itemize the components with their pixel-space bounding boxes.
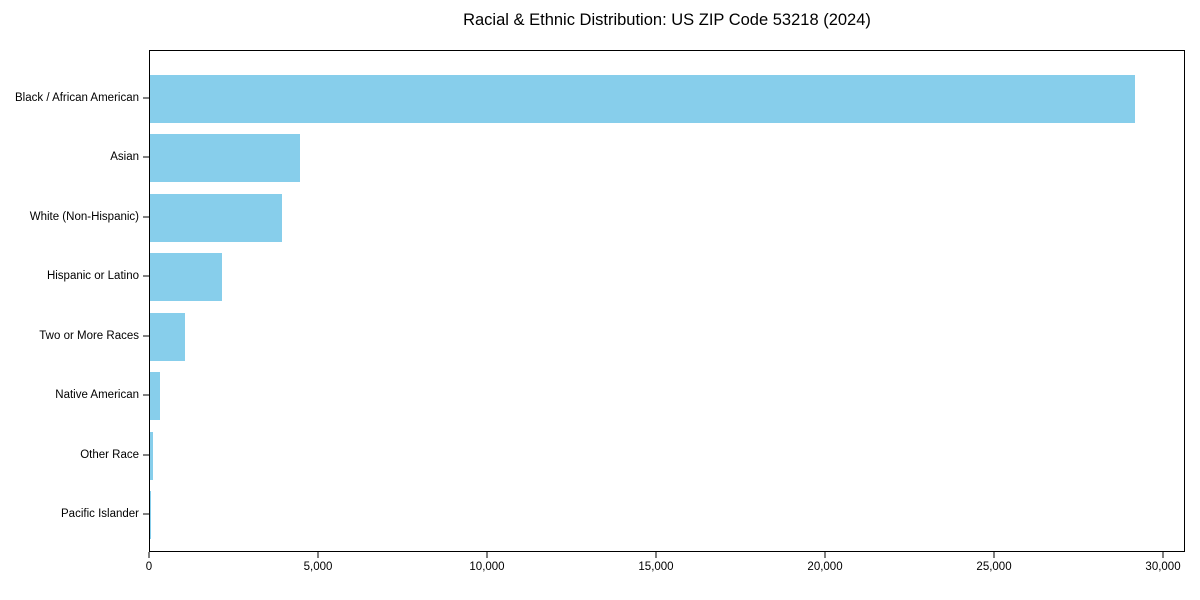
- x-tick-label: 0: [145, 561, 153, 573]
- bar-row: [150, 188, 1184, 248]
- y-tick-label: Hispanic or Latino: [46, 270, 139, 283]
- bar-row: [150, 367, 1184, 427]
- y-tick-mark: [143, 513, 149, 515]
- bar-pacific-islander: [150, 491, 151, 540]
- bar-white-non-hispanic: [150, 193, 282, 242]
- bar-hispanic-or-latino: [150, 253, 222, 302]
- y-tick-mark: [143, 394, 149, 396]
- y-tick-mark: [143, 97, 149, 99]
- y-tick-label: Black / African American: [15, 91, 139, 104]
- y-tick-label: Pacific Islander: [61, 508, 139, 521]
- bar-two-or-more-races: [150, 312, 186, 361]
- bar-row: [150, 248, 1184, 308]
- x-tick-label: 5,000: [303, 561, 333, 573]
- x-tick-mark: [1162, 552, 1164, 558]
- y-tick-mark: [143, 216, 149, 218]
- y-tick-mark: [143, 156, 149, 158]
- chart-title: Racial & Ethnic Distribution: US ZIP Cod…: [463, 11, 871, 29]
- y-tick-mark: [143, 335, 149, 337]
- bar-native-american: [150, 372, 161, 421]
- x-tick-mark: [993, 552, 995, 558]
- bar-row: [150, 426, 1184, 486]
- y-tick-mark: [143, 275, 149, 277]
- x-tick-mark: [148, 552, 150, 558]
- bars-container: [150, 69, 1184, 545]
- x-tick-mark: [655, 552, 657, 558]
- bar-row: [150, 69, 1184, 129]
- x-tick-mark: [317, 552, 319, 558]
- y-tick-label: White (Non-Hispanic): [29, 210, 139, 223]
- x-tick-mark: [486, 552, 488, 558]
- plot-area: [149, 50, 1185, 552]
- bar-black-african-american: [150, 74, 1136, 123]
- bar-other-race: [150, 431, 154, 480]
- y-tick-label: Native American: [55, 389, 139, 402]
- bar-row: [150, 129, 1184, 189]
- bar-row: [150, 486, 1184, 546]
- y-tick-label: Asian: [110, 151, 139, 164]
- y-tick-label: Other Race: [80, 448, 139, 461]
- bar-asian: [150, 134, 301, 183]
- x-tick-label: 25,000: [976, 561, 1012, 573]
- bar-row: [150, 307, 1184, 367]
- x-tick-label: 10,000: [469, 561, 505, 573]
- y-tick-label: Two or More Races: [39, 329, 139, 342]
- y-tick-mark: [143, 454, 149, 456]
- x-tick-mark: [824, 552, 826, 558]
- x-tick-label: 20,000: [807, 561, 843, 573]
- x-tick-label: 15,000: [638, 561, 674, 573]
- x-tick-label: 30,000: [1145, 561, 1181, 573]
